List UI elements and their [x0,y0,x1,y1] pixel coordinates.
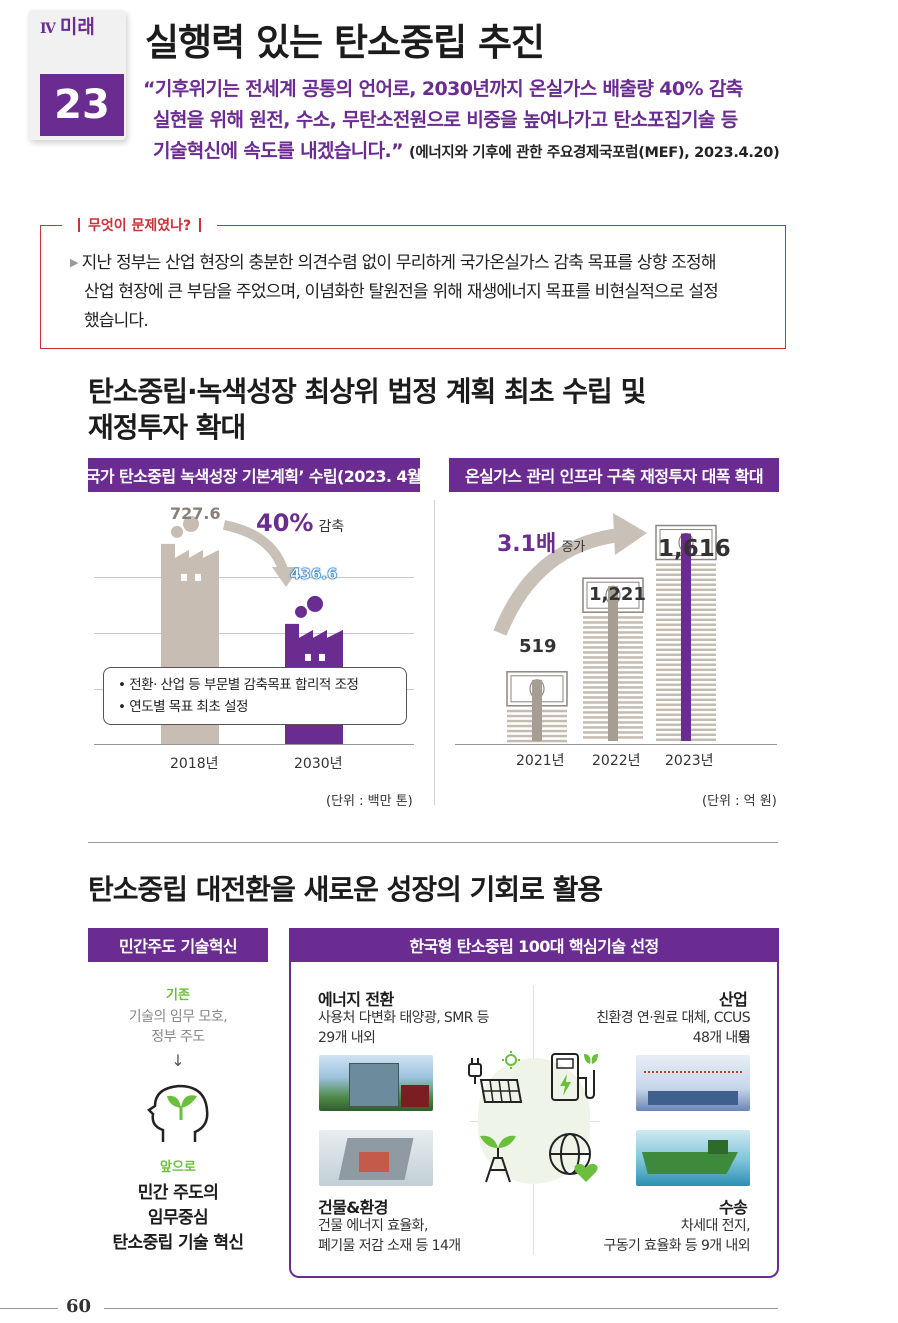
chart2-annotation: 3.1배 증가 [497,532,586,557]
chart1-unit: (단위 : 백만 톤) [326,794,413,809]
chart2-value-label-2: 1,616 [658,536,731,562]
transport-desc-2: 구동기 효율화 등 9개 내외 [603,1238,750,1254]
chart-separator [434,500,435,805]
after-block: 앞으로 민간 주도의 임무중심 탄소중립 기술 혁신 [88,1156,268,1256]
chart2-arrow-curve [493,528,621,636]
bullet-item: • 전환· 산업 등 부문별 감축목표 합리적 조정 [118,677,359,693]
page-title: 실행력 있는 탄소중립 추진 [145,21,545,64]
left-band: 민간주도 기술혁신 [88,928,268,962]
industry-head: 산업 [719,990,748,1009]
energy-photo [319,1055,433,1111]
energy-desc-1: 사용처 다변화 태양광, SMR 등 [318,1010,490,1026]
quote-line-3: 기술혁신에 속도를 내겠습니다.” (에너지와 기후에 관한 주요경제국포럼(M… [153,140,780,162]
industry-photo [636,1055,750,1111]
problem-label-wrap: 무엇이 문제였나? [62,215,218,235]
down-arrow-icon: ↓ [171,1051,185,1070]
chart2-baseline [455,744,777,745]
quote-line-1: “기후위기는 전세계 공통의 언어로, 2030년까지 온실가스 배출량 40%… [143,78,743,100]
building-desc-1: 건물 에너지 효율화, [318,1218,428,1234]
building-head: 건물&환경 [318,1198,388,1217]
problem-bar-left [78,218,80,232]
tech-box [289,960,779,1278]
triangle-bullet-icon: ▶ [70,256,78,269]
chart1-gridline [94,577,414,578]
after-line-3: 탄소중립 기술 혁신 [112,1233,245,1253]
right-band: 한국형 탄소중립 100대 핵심기술 선정 [289,928,779,962]
building-desc-2: 폐기물 저감 소재 등 14개 [318,1238,461,1254]
section-number: 23 [40,74,124,136]
transport-desc-1: 차세대 전지, [680,1218,751,1234]
chart2-arrow-head [613,513,647,555]
section-divider [88,842,778,843]
problem-bar-right [199,218,202,232]
chart2-title: 온실가스 관리 인프라 구축 재정투자 대폭 확대 [449,458,779,492]
chart2-bar-2 [655,524,717,742]
chart1-value-label-1: 436.6 [290,565,338,584]
section1-title: 탄소중립·녹색성장 최상위 법정 계획 최초 수립 및 재정투자 확대 [88,375,646,444]
section2-title: 탄소중립 대전환을 새로운 성장의 기회로 활용 [88,873,603,906]
industry-desc-1: 친환경 연·원료 대체, CCUS 등 [596,1010,750,1046]
bullet-item: • 연도별 목표 최초 설정 [118,699,248,715]
before-block: 기존 기술의 임무 모호, 정부 주도 ↓ [88,984,268,1070]
problem-text: ▶ 지난 정부는 산업 현장의 충분한 의견수렴 없이 무리하게 국가온실가스 감… [70,253,719,331]
solar-plug-icon [468,1051,523,1103]
energy-head: 에너지 전환 [318,990,394,1009]
chart1-arrow-head [272,567,300,587]
after-line-1: 민간 주도의 [137,1183,219,1203]
building-photo [319,1130,433,1186]
chart1-baseline [94,744,414,745]
problem-box [40,225,786,349]
after-label: 앞으로 [160,1160,196,1175]
ev-charger-icon [551,1053,598,1101]
footer-rule-left [0,1308,58,1309]
transport-photo [636,1130,750,1186]
transport-head: 수송 [719,1198,748,1217]
chapter-label: Ⅳ 미래 [40,16,95,38]
energy-desc-2: 29개 내외 [318,1030,376,1046]
chart1-value-label-0: 727.6 [170,504,221,523]
before-text-1: 기술의 임무 모호, [128,1009,228,1025]
after-line-2: 임무중심 [147,1208,209,1228]
industry-desc-2: 48개 내외 [692,1030,751,1046]
page-number: 60 [66,1296,92,1317]
chart2-bar-1 [582,577,644,741]
chart1-bullets: • 전환· 산업 등 부문별 감축목표 합리적 조정 • 연도별 목표 최초 설… [103,667,407,725]
chart2-x-tick-2: 2023년 [665,753,714,769]
chart2-value-label-1: 1,221 [589,584,646,605]
problem-label: 무엇이 문제였나? [88,218,192,234]
before-label: 기존 [166,988,190,1003]
chart2-x-tick-1: 2022년 [592,753,641,769]
chart1-arrow-curve [222,520,289,575]
chart1-x-tick-0: 2018년 [170,756,219,772]
chart2-x-tick-0: 2021년 [516,753,565,769]
footer-rule-right [104,1308,778,1309]
globe-heart-icon [549,1133,598,1182]
chart2-svg [493,513,717,743]
chart2-bar-0 [506,671,568,743]
chart1-title: ‘국가 탄소중립 녹색성장 기본계획’ 수립(2023. 4월) [80,458,428,492]
chart1-annotation: 40% 감축 [256,509,345,537]
before-text-2: 정부 주도 [151,1029,205,1045]
sprout-tower-icon [480,1135,516,1183]
quote: “기후위기는 전세계 공통의 언어로, 2030년까지 온실가스 배출량 40%… [143,74,883,169]
quote-line-2: 실현을 위해 원전, 수소, 무탄소전원으로 비중을 높여나가고 탄소포집기술 … [153,109,738,131]
chart1-gridline [94,633,414,634]
quote-source: (에너지와 기후에 관한 주요경제국포럼(MEF), 2023.4.20) [409,145,780,161]
head-sprout-icon [147,1084,209,1142]
chart1-x-tick-1: 2030년 [294,756,343,772]
chart2-value-label-0: 519 [519,636,557,657]
chart2-unit: (단위 : 억 원) [702,794,777,809]
